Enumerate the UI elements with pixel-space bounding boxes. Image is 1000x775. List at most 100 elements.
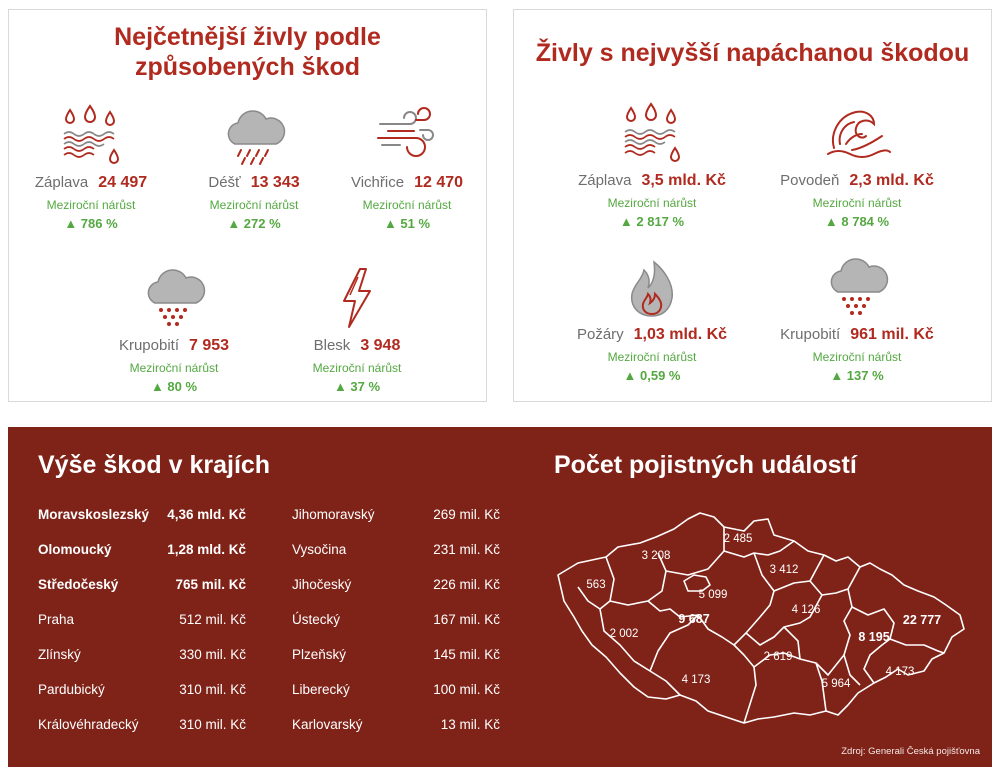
item-growth: ▲ 786 %	[64, 216, 118, 231]
region-value: 269 mil. Kč	[433, 507, 500, 522]
item-name: Záplava	[34, 174, 89, 191]
stat-item-wind: Vichřice 12 470 Meziroční nárůst ▲ 51 %	[327, 100, 487, 231]
region-name: Liberecký	[292, 682, 350, 697]
item-name: Krupobití	[780, 326, 841, 343]
item-name: Požáry	[576, 326, 624, 343]
region-row: Královéhradecký 310 mil. Kč	[38, 717, 246, 737]
item-sub-label: Meziroční nárůst	[46, 198, 136, 212]
item-value: 2,3 mld. Kč	[849, 172, 934, 189]
item-name: Blesk	[313, 337, 351, 354]
region-border	[577, 556, 615, 610]
region-value: 226 mil. Kč	[433, 577, 500, 592]
region-value: 765 mil. Kč	[175, 577, 246, 592]
stat-item-lightning: Blesk 3 948 Meziroční nárůst ▲ 37 %	[277, 263, 437, 394]
region-value: 4,36 mld. Kč	[167, 507, 246, 522]
region-name: Vysočina	[292, 542, 347, 557]
region-row: Liberecký 100 mil. Kč	[292, 682, 500, 702]
item-sub-label: Meziroční nárůst	[209, 198, 299, 212]
region-border	[665, 527, 725, 576]
region-row: Jihočeský 226 mil. Kč	[292, 577, 500, 597]
czech-regions-map: 563 3 208 2 485 3 412 5 099 9 687 4 126 2 002 2 …	[557, 512, 965, 724]
item-name: Záplava	[578, 172, 632, 189]
item-growth: ▲ 2 817 %	[619, 214, 685, 229]
item-sub-label: Meziroční nárůst	[129, 361, 219, 375]
region-name: Moravskoslezský	[38, 507, 150, 522]
map-title: Počet pojistných událostí	[554, 451, 857, 479]
region-border	[609, 552, 667, 606]
regions-title: Výše škod v krajích	[38, 451, 271, 479]
map-region-label: 2 619	[764, 651, 793, 663]
item-value: 12 470	[414, 174, 464, 191]
region-name: Středočeský	[38, 577, 119, 592]
region-value: 167 mil. Kč	[433, 612, 500, 627]
stat-item-flood: Záplava 24 497 Meziroční nárůst ▲ 786 %	[11, 100, 171, 231]
item-value: 3,5 mld. Kč	[641, 172, 726, 189]
region-border	[889, 638, 945, 654]
map-region-label: 4 173	[886, 666, 915, 678]
region-row: Moravskoslezský 4,36 mld. Kč	[38, 507, 246, 527]
item-growth: ▲ 0,59 %	[623, 368, 681, 383]
region-border	[649, 614, 699, 672]
item-name: Déšť	[208, 174, 241, 191]
item-value: 3 948	[360, 337, 401, 354]
region-border	[599, 608, 681, 696]
region-name: Plzeňský	[292, 647, 347, 662]
item-sub-label: Meziroční nárůst	[607, 350, 697, 364]
region-row: Karlovarský 13 mil. Kč	[292, 717, 500, 737]
region-row: Ústecký 167 mil. Kč	[292, 612, 500, 632]
map-region-label: 563	[586, 579, 605, 591]
region-value: 1,28 mld. Kč	[167, 542, 246, 557]
region-row: Praha 512 mil. Kč	[38, 612, 246, 632]
map-region-label: 5 099	[699, 589, 728, 601]
item-sub-label: Meziroční nárůst	[812, 196, 902, 210]
fire-icon	[630, 260, 673, 317]
stat-item-flood: Záplava 3,5 mld. Kč Meziroční nárůst ▲ 2…	[572, 98, 732, 229]
stat-item-rain: Déšť 13 343 Meziroční nárůst ▲ 272 %	[174, 100, 334, 231]
item-sub-label: Meziroční nárůst	[812, 350, 902, 364]
region-border	[809, 566, 861, 596]
region-row: Pardubický 310 mil. Kč	[38, 682, 246, 702]
region-border	[815, 662, 827, 712]
region-name: Jihomoravský	[292, 507, 375, 522]
item-growth: ▲ 137 %	[830, 368, 884, 383]
region-name: Karlovarský	[292, 717, 363, 732]
item-sub-label: Meziroční nárůst	[312, 361, 402, 375]
item-name: Vichřice	[350, 174, 405, 191]
stat-item-hail: Krupobití 961 mil. Kč Meziroční nárůst ▲…	[777, 252, 937, 383]
item-value: 24 497	[98, 174, 148, 191]
flood-icon	[63, 104, 120, 164]
item-growth: ▲ 8 784 %	[824, 214, 890, 229]
map-region-label: 2 002	[610, 628, 639, 640]
region-row: Vysočina 231 mil. Kč	[292, 542, 500, 562]
panel-title: Nejčetnější živly podle způsobených škod	[114, 23, 381, 81]
item-sub-label: Meziroční nárůst	[362, 198, 452, 212]
item-value: 961 mil. Kč	[850, 326, 934, 343]
item-sub-label: Meziroční nárůst	[607, 196, 697, 210]
wind-icon	[377, 107, 434, 157]
item-value: 13 343	[250, 174, 300, 191]
region-border	[733, 552, 775, 646]
map-region-label: 2 485	[724, 533, 753, 545]
item-value: 7 953	[189, 337, 230, 354]
region-value: 145 mil. Kč	[433, 647, 500, 662]
item-name: Povodeň	[780, 172, 840, 189]
region-border-praha	[683, 574, 711, 592]
item-growth: ▲ 80 %	[150, 379, 198, 394]
region-value: 13 mil. Kč	[440, 717, 500, 732]
region-value: 231 mil. Kč	[433, 542, 500, 557]
region-border	[647, 600, 757, 724]
region-name: Olomoucký	[38, 542, 112, 557]
hail-icon	[830, 258, 889, 315]
region-name: Praha	[38, 612, 75, 627]
panel-highest-damage: Živly s nejvyšší napáchanou škodou Zápla…	[513, 9, 992, 402]
region-value: 310 mil. Kč	[179, 717, 246, 732]
region-name: Zlínský	[38, 647, 81, 662]
region-name: Královéhradecký	[38, 717, 139, 732]
map-region-label: 4 173	[682, 674, 711, 686]
stat-item-wave: Povodeň 2,3 mld. Kč Meziroční nárůst ▲ 8…	[777, 98, 937, 229]
region-value: 310 mil. Kč	[179, 682, 246, 697]
lightning-icon	[343, 268, 371, 328]
map-region-label: 3 412	[770, 564, 799, 576]
stat-item-fire: Požáry 1,03 mld. Kč Meziroční nárůst ▲ 0…	[572, 252, 732, 383]
map-region-label: 4 126	[792, 604, 821, 616]
